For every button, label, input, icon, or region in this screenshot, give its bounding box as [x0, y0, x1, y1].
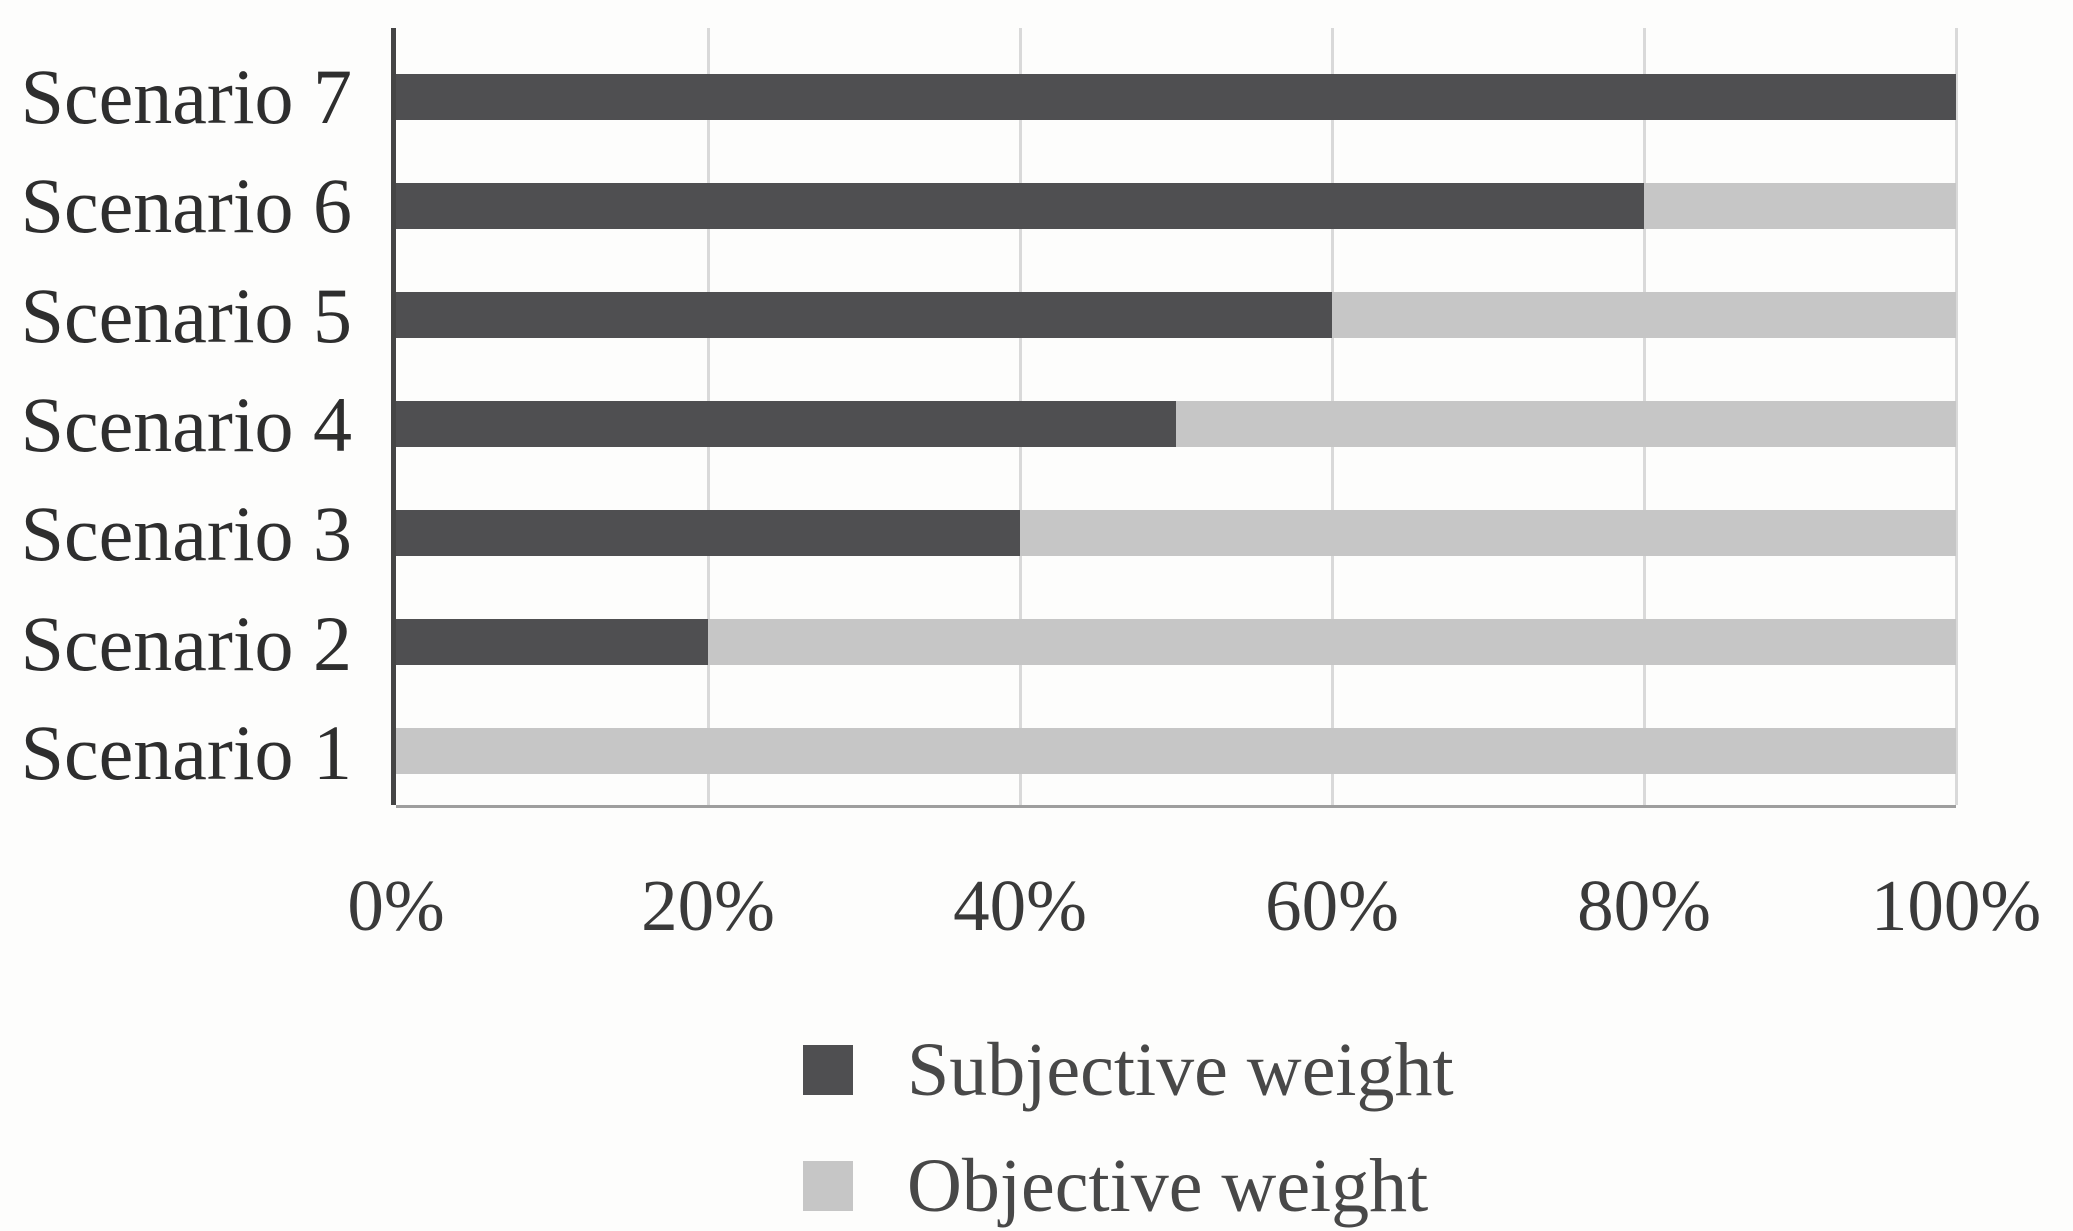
- bar-segment-subjective-weight: [396, 618, 708, 665]
- plot-area: [391, 28, 1958, 808]
- category-label: Scenario 5: [20, 271, 352, 359]
- category-label: Scenario 7: [20, 52, 352, 140]
- stacked-bar: [396, 182, 1956, 229]
- legend-item-objective: Objective weight: [803, 1142, 1454, 1230]
- category-label: Scenario 2: [20, 599, 352, 687]
- y-axis-line: [391, 28, 396, 805]
- bar-row: [396, 42, 1956, 151]
- stacked-bar: [396, 509, 1956, 556]
- x-tick-label: 20%: [641, 865, 775, 946]
- bar-segment-objective-weight: [396, 727, 1956, 774]
- x-tick-label: 60%: [1265, 865, 1399, 946]
- bar-segment-subjective-weight: [396, 400, 1176, 447]
- bar-row: [396, 478, 1956, 587]
- category-label: Scenario 3: [20, 490, 352, 578]
- bar-rows: [396, 42, 1956, 805]
- category-label: Scenario 4: [20, 380, 352, 468]
- bar-segment-subjective-weight: [396, 291, 1332, 338]
- bar-segment-subjective-weight: [396, 182, 1644, 229]
- subjective-weight-swatch: [803, 1045, 853, 1095]
- legend-label-objective: Objective weight: [907, 1144, 1429, 1228]
- legend: Subjective weight Objective weight: [803, 1026, 1454, 1230]
- x-tick-label: 40%: [953, 865, 1087, 946]
- bar-segment-objective-weight: [1020, 509, 1956, 556]
- legend-item-subjective: Subjective weight: [803, 1026, 1454, 1114]
- bar-segment-subjective-weight: [396, 73, 1956, 120]
- objective-weight-swatch: [803, 1161, 853, 1211]
- bar-segment-subjective-weight: [396, 509, 1020, 556]
- stacked-bar: [396, 400, 1956, 447]
- bar-segment-objective-weight: [1644, 182, 1956, 229]
- bar-segment-objective-weight: [1176, 400, 1956, 447]
- x-tick-label: 100%: [1870, 865, 2042, 946]
- category-label: Scenario 1: [20, 709, 352, 797]
- stacked-bar: [396, 618, 1956, 665]
- x-axis-tick-labels: 0% 20% 40% 60% 80% 100%: [347, 865, 2041, 949]
- bar-segment-objective-weight: [708, 618, 1956, 665]
- bar-row: [396, 587, 1956, 696]
- bar-row: [396, 696, 1956, 805]
- bar-row: [396, 260, 1956, 369]
- x-tick-label: 0%: [347, 865, 445, 946]
- x-tick-label: 80%: [1577, 865, 1711, 946]
- gridline-100: [1955, 28, 1958, 805]
- bar-row: [396, 369, 1956, 478]
- y-axis-category-labels: Scenario 7 Scenario 6 Scenario 5 Scenario 4…: [0, 42, 362, 808]
- stacked-bar: [396, 727, 1956, 774]
- category-label: Scenario 6: [20, 162, 352, 250]
- stacked-bar: [396, 291, 1956, 338]
- bar-segment-objective-weight: [1332, 291, 1956, 338]
- legend-label-subjective: Subjective weight: [907, 1028, 1454, 1112]
- bar-row: [396, 151, 1956, 260]
- stacked-bar: [396, 73, 1956, 120]
